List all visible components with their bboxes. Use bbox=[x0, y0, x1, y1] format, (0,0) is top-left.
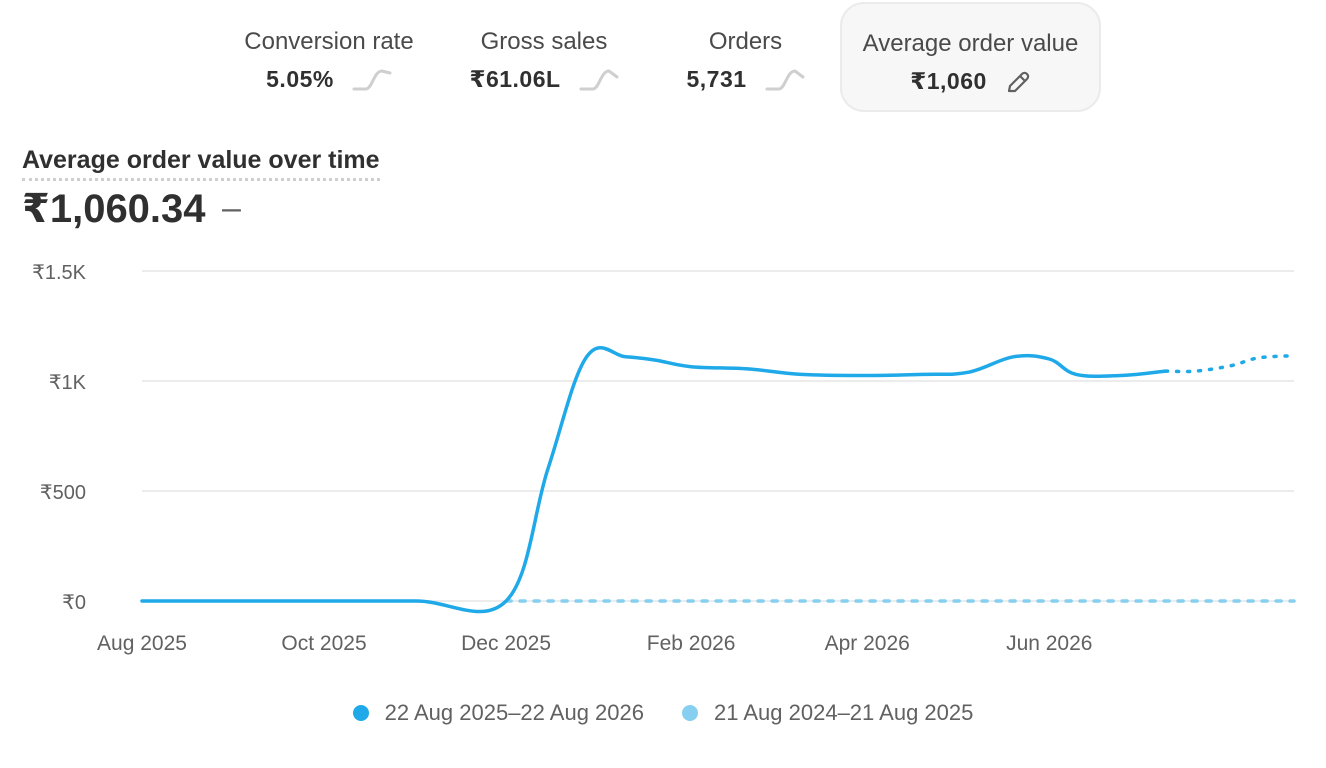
legend-label: 21 Aug 2024–21 Aug 2025 bbox=[714, 700, 974, 725]
series-layer bbox=[140, 346, 1296, 614]
line-chart: ₹1.5K ₹1K ₹500 ₹0 Aug 2025 Oct 2025 Dec 2025 F… bbox=[32, 262, 1296, 655]
y-tick-label: ₹1K bbox=[49, 372, 87, 394]
summary-change: – bbox=[222, 189, 241, 227]
metric-label: Orders bbox=[708, 28, 783, 55]
metric-cards: Conversion rate 5.05% Gross sales ₹61.06… bbox=[0, 0, 1326, 120]
y-tick-label: ₹1.5K bbox=[32, 262, 87, 284]
y-axis-labels: ₹1.5K ₹1K ₹500 ₹0 bbox=[32, 262, 87, 614]
x-tick-label: Apr 2026 bbox=[825, 632, 910, 655]
legend-item-current[interactable]: 22 Aug 2025–22 Aug 2026 bbox=[352, 700, 644, 726]
legend-dot bbox=[352, 705, 369, 721]
summary-value: ₹1,060.34 bbox=[22, 187, 206, 231]
x-tick-label: Feb 2026 bbox=[647, 632, 736, 655]
x-tick-label: Oct 2025 bbox=[281, 632, 366, 655]
x-axis-labels: Aug 2025 Oct 2025 Dec 2025 Feb 2026 Apr 2026… bbox=[97, 632, 1092, 655]
sparkline-icon bbox=[765, 68, 805, 90]
legend-label: 22 Aug 2025–22 Aug 2026 bbox=[384, 700, 644, 725]
metric-conversion-rate[interactable]: Conversion rate 5.05% bbox=[230, 2, 428, 112]
series-line-solid bbox=[140, 346, 1168, 614]
sparkline-icon bbox=[352, 68, 392, 90]
series-line-dotted bbox=[1163, 353, 1296, 374]
metric-value: 5,731 bbox=[686, 66, 747, 92]
metric-value: ₹61.06L bbox=[469, 66, 561, 92]
y-tick-label: ₹0 bbox=[62, 592, 86, 614]
legend: 22 Aug 2025–22 Aug 2026 21 Aug 2024–21 A… bbox=[0, 700, 1326, 726]
x-tick-label: Dec 2025 bbox=[461, 632, 551, 655]
sparkline-icon bbox=[579, 68, 619, 90]
legend-dot bbox=[682, 705, 698, 721]
metric-gross-sales[interactable]: Gross sales ₹61.06L bbox=[455, 2, 633, 112]
pencil-icon[interactable] bbox=[1005, 69, 1031, 95]
grid-layer bbox=[142, 270, 1294, 602]
metric-value: ₹1,060 bbox=[910, 68, 987, 94]
metric-label: Average order value bbox=[862, 30, 1079, 57]
chart-title[interactable]: Average order value over time bbox=[22, 146, 380, 181]
metric-average-order-value[interactable]: Average order value ₹1,060 bbox=[840, 2, 1101, 112]
legend-item-comparison[interactable]: 21 Aug 2024–21 Aug 2025 bbox=[682, 700, 973, 726]
metric-value: 5.05% bbox=[266, 66, 334, 92]
y-tick-label: ₹500 bbox=[40, 482, 86, 504]
metric-orders[interactable]: Orders 5,731 bbox=[668, 2, 823, 112]
metric-label: Gross sales bbox=[480, 28, 608, 55]
metric-label: Conversion rate bbox=[244, 28, 414, 55]
x-tick-label: Aug 2025 bbox=[97, 632, 187, 655]
x-tick-label: Jun 2026 bbox=[1006, 632, 1092, 655]
